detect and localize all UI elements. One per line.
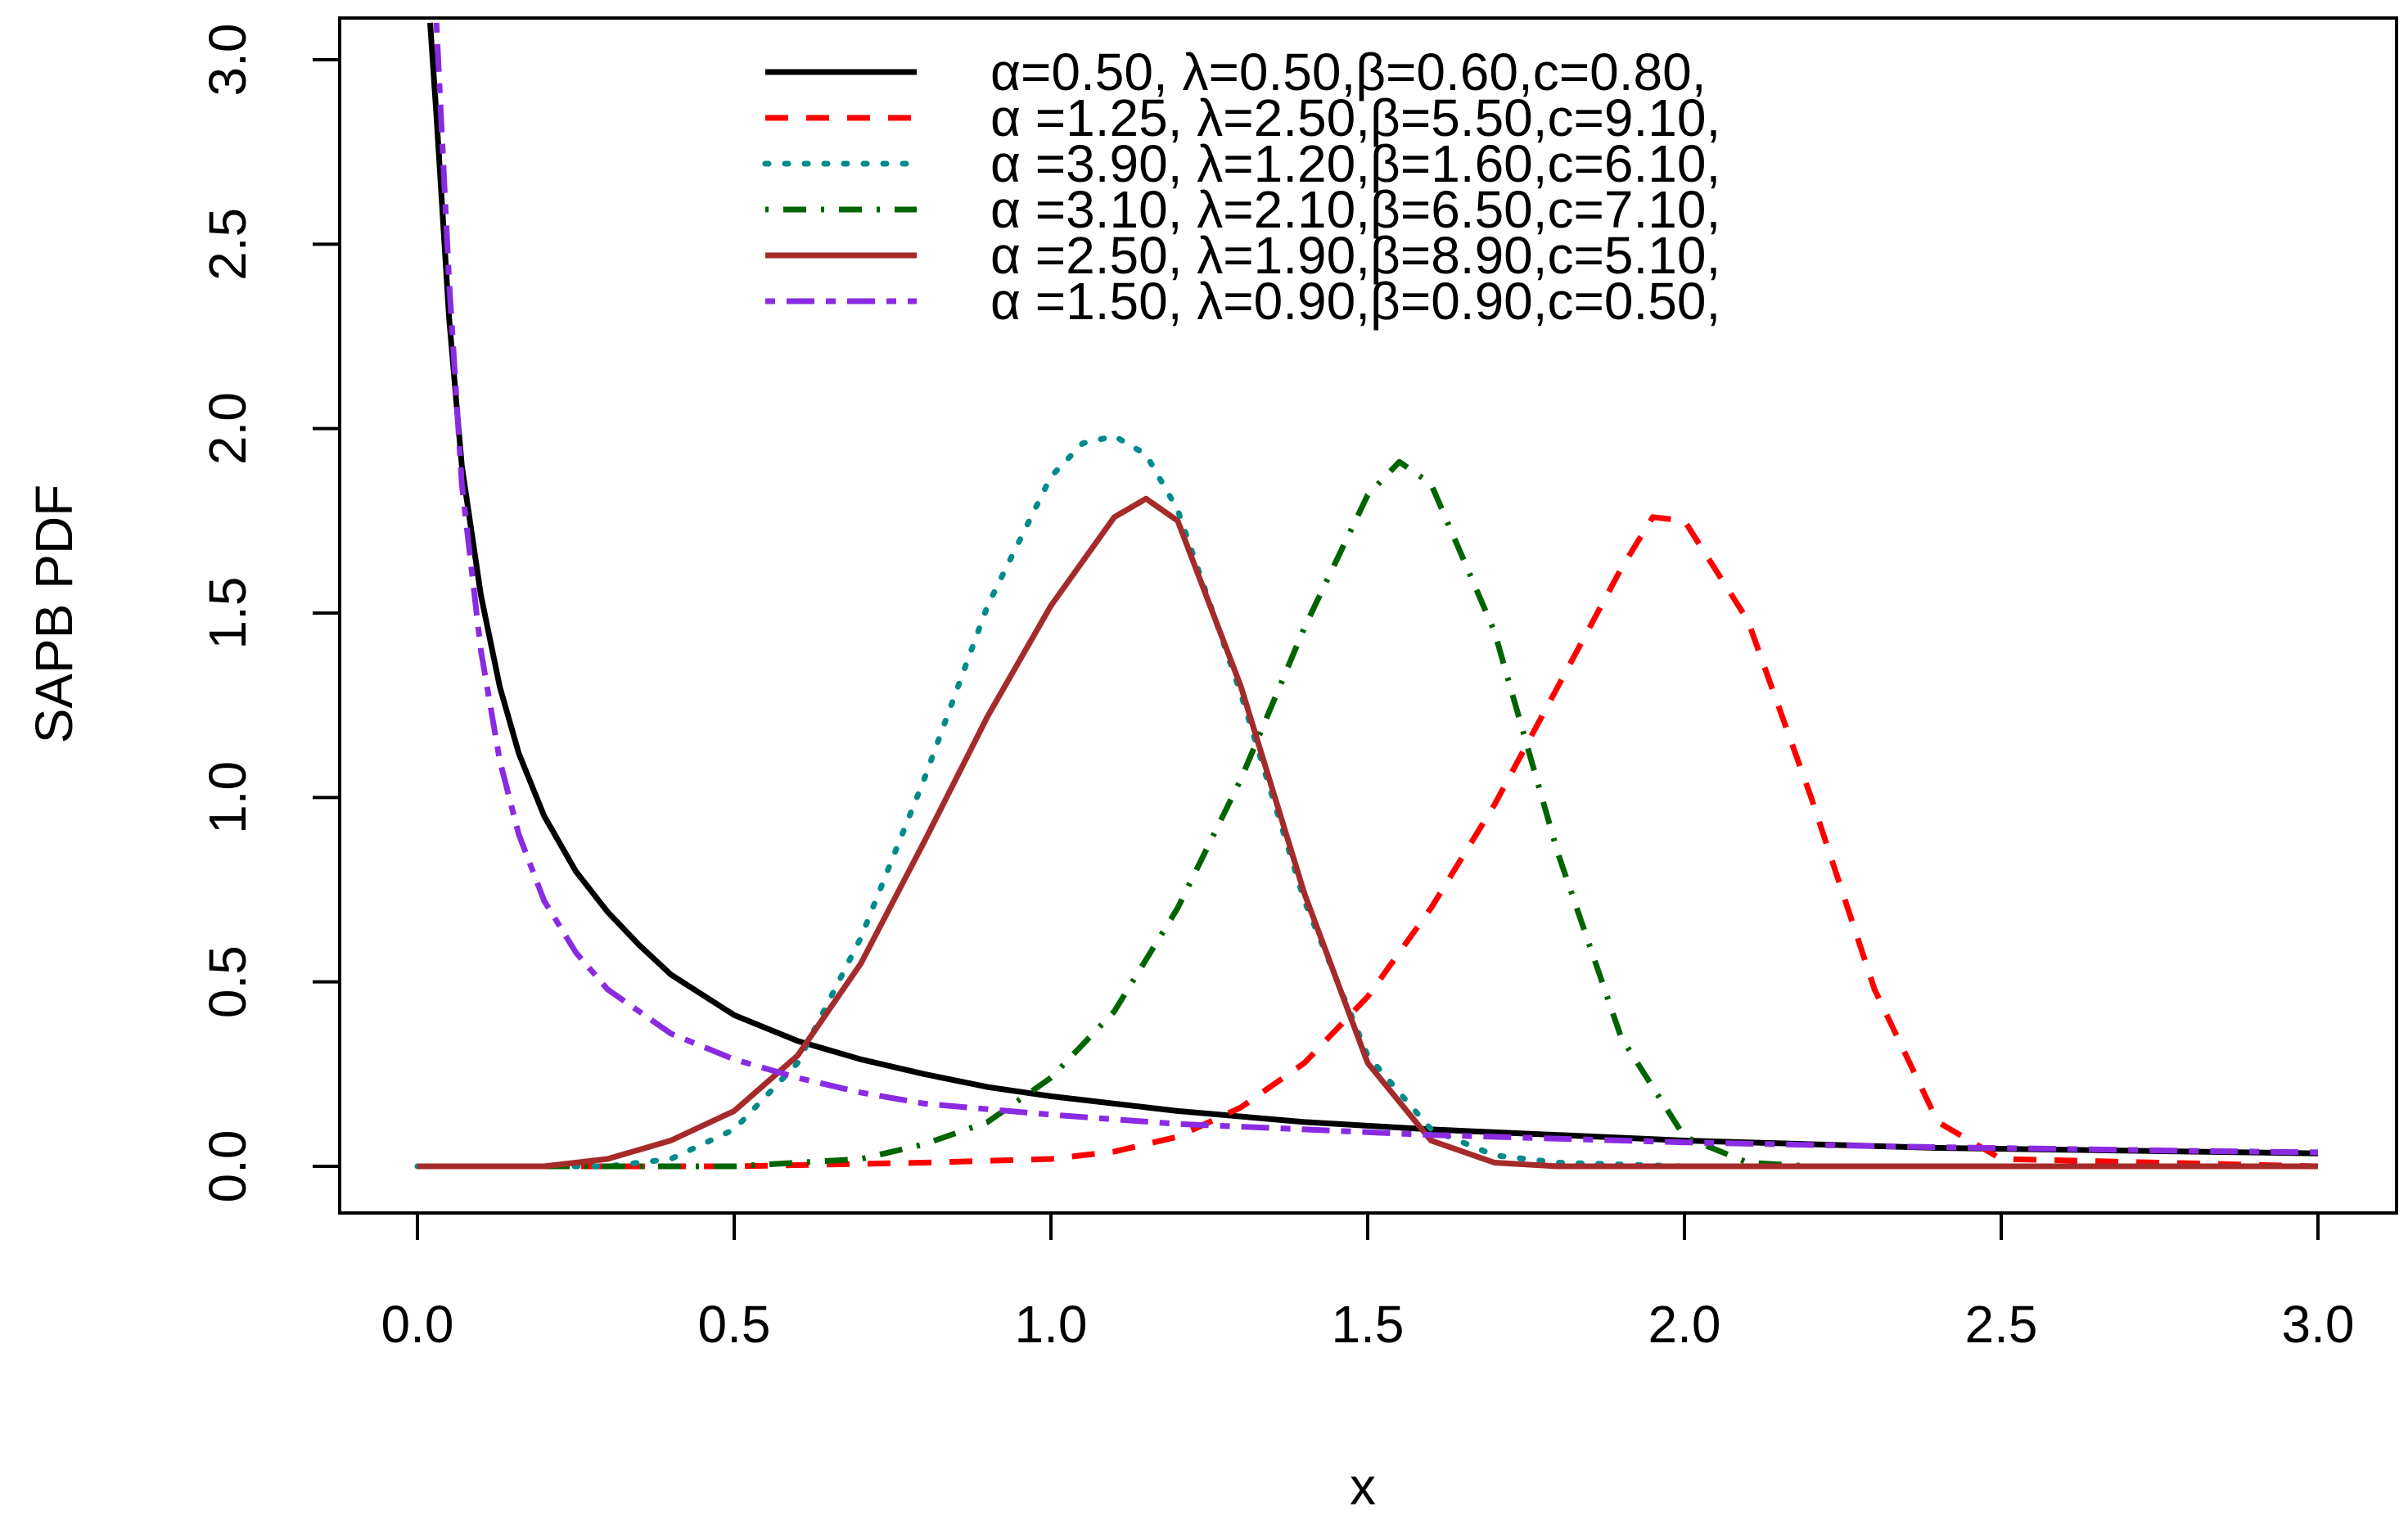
x-tick-label: 1.0 (1015, 1295, 1088, 1354)
x-tick-label: 2.5 (1965, 1295, 2038, 1354)
y-axis-title: SAPB PDF (25, 485, 83, 744)
legend-label-4: α =3.10, λ=2.10,β=6.50,c=7.10, (990, 180, 1720, 239)
y-tick-label: 3.0 (198, 24, 257, 97)
y-tick-label: 2.0 (198, 392, 257, 465)
x-tick-label: 3.0 (2282, 1295, 2355, 1354)
y-tick-label: 1.5 (198, 577, 257, 650)
x-tick-label: 2.0 (1648, 1295, 1721, 1354)
series-line-2 (417, 514, 2319, 1170)
series-line-5 (417, 495, 2318, 1170)
y-axis: 0.0 0.5 1.0 1.5 2.0 2.5 3.0 (198, 24, 341, 1203)
legend-label-1: α=0.50, λ=0.50,β=0.60,c=0.80, (990, 43, 1706, 101)
legend-label-5: α =2.50, λ=1.90,β=8.90,c=5.10, (990, 226, 1720, 285)
x-tick-label: 1.5 (1332, 1295, 1405, 1354)
legend-label-6: α =1.50, λ=0.90,β=0.90,c=0.50, (990, 272, 1720, 331)
x-tick-label: 0.0 (381, 1295, 454, 1354)
x-axis: 0.0 0.5 1.0 1.5 2.0 2.5 3.0 (381, 1211, 2355, 1354)
y-tick-label: 0.0 (198, 1130, 257, 1203)
legend-label-3: α =3.90, λ=1.20,β=1.60,c=6.10, (990, 134, 1720, 193)
y-tick-label: 2.5 (198, 208, 257, 281)
series-layer (414, 22, 2321, 1170)
y-tick-label: 0.5 (198, 945, 257, 1018)
x-axis-title: x (1350, 1457, 1376, 1516)
series-line-4 (417, 458, 2318, 1170)
legend-label-2: α =1.25, λ=2.50,β=5.50,c=9.10, (990, 88, 1720, 147)
y-tick-label: 1.0 (198, 761, 257, 834)
series-line-3 (414, 433, 2321, 1170)
legend: α=0.50, λ=0.50,β=0.60,c=0.80,α =1.25, λ=… (762, 43, 1720, 331)
x-tick-label: 0.5 (698, 1295, 771, 1354)
series-line-6 (433, 22, 2319, 1156)
